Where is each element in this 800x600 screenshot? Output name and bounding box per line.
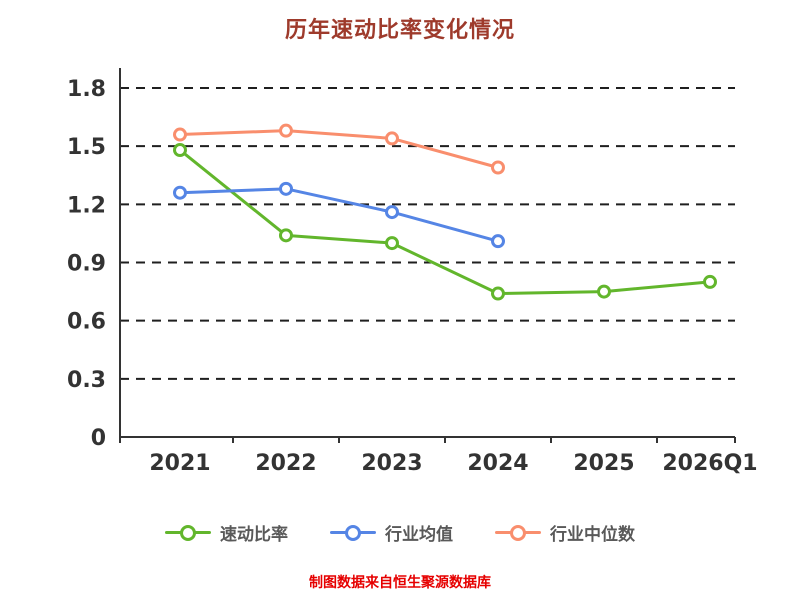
y-tick-label: 0.9 — [67, 252, 106, 277]
series-line-2 — [178, 129, 500, 169]
legend-item-industry-mean[interactable]: 行业均值 — [330, 520, 453, 545]
chart-title: 历年速动比率变化情况 — [284, 18, 515, 43]
legend-label: 行业均值 — [385, 525, 453, 545]
y-tick-label: 1.2 — [67, 193, 106, 218]
data-point[interactable] — [279, 123, 293, 138]
data-point[interactable] — [385, 131, 399, 146]
y-tick-label: 0 — [91, 426, 106, 451]
x-tick-label: 2022 — [255, 451, 316, 476]
data-point[interactable] — [173, 185, 187, 200]
data-point[interactable] — [279, 181, 293, 196]
x-tick-label: 2025 — [573, 451, 634, 476]
y-tick-label: 1.8 — [67, 77, 106, 102]
x-tick-label: 2021 — [149, 451, 210, 476]
legend-label: 速动比率 — [220, 525, 288, 545]
legend-item-industry-median[interactable]: 行业中位数 — [495, 520, 635, 545]
legend-circle-icon — [510, 524, 526, 541]
legend-circle-icon — [345, 524, 361, 541]
x-tick-label: 2024 — [467, 451, 528, 476]
legend: 速动比率 行业均值 行业中位数 — [0, 520, 800, 545]
y-tick-label: 1.5 — [67, 135, 106, 160]
legend-label: 行业中位数 — [550, 525, 635, 545]
data-point[interactable] — [491, 160, 505, 175]
data-point[interactable] — [491, 234, 505, 249]
series-line-1 — [178, 187, 500, 243]
x-tick-label: 2026Q1 — [662, 451, 757, 476]
data-point[interactable] — [279, 228, 293, 243]
legend-item-quick-ratio[interactable]: 速动比率 — [165, 520, 288, 545]
x-tick-label: 2023 — [361, 451, 422, 476]
legend-marker-quick-ratio — [165, 524, 211, 541]
legend-marker-industry-median — [495, 524, 541, 541]
data-point[interactable] — [703, 274, 717, 289]
data-point[interactable] — [173, 143, 187, 158]
data-source-note: 制图数据来自恒生聚源数据库 — [309, 575, 491, 591]
y-tick-label: 0.3 — [67, 368, 106, 393]
legend-marker-industry-mean — [330, 524, 376, 541]
data-point[interactable] — [173, 127, 187, 142]
series-line-0 — [178, 148, 712, 296]
data-point[interactable] — [597, 284, 611, 299]
legend-circle-icon — [180, 524, 196, 541]
data-point[interactable] — [491, 286, 505, 301]
data-point[interactable] — [385, 236, 399, 251]
y-tick-label: 0.6 — [67, 310, 106, 335]
data-point[interactable] — [385, 205, 399, 220]
